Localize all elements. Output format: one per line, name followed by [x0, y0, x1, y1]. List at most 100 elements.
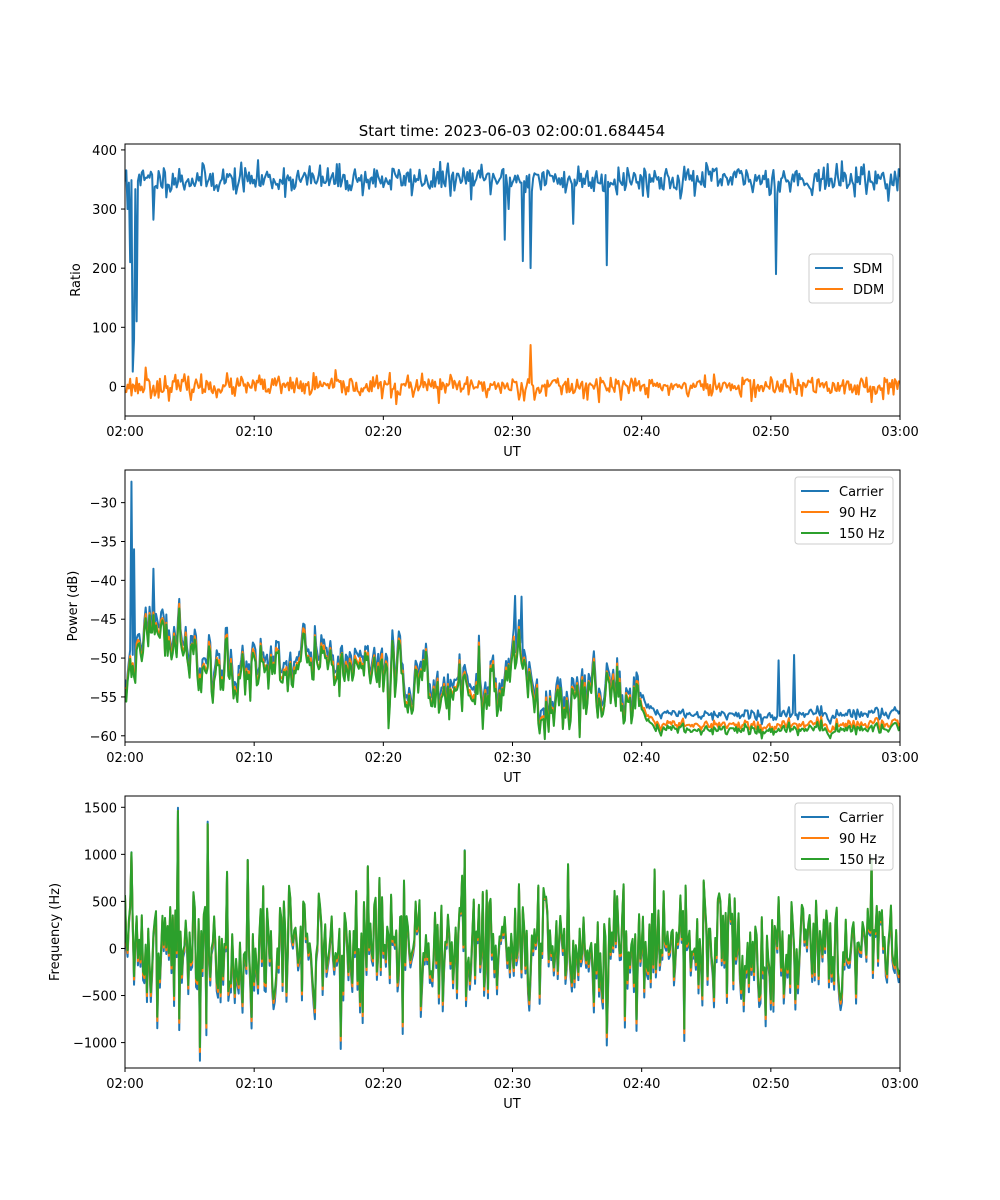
frequency-series-carrier	[125, 806, 900, 1062]
ratio-x-tick-label: 03:00	[881, 425, 918, 440]
power-legend: Carrier 90 Hz 150 Hz	[794, 476, 894, 545]
ratio-x-tick-label: 02:20	[365, 425, 402, 440]
power-y-tick-label: −35	[90, 535, 117, 550]
ratio-legend-item: SDM	[815, 262, 882, 277]
ratio-y-axis-label: Ratio	[69, 263, 84, 296]
frequency-x-tick-label: 02:00	[106, 1077, 143, 1092]
power-legend-item: 150 Hz	[801, 527, 885, 542]
power-x-tick: 02:10	[235, 742, 273, 766]
ratio-y-tick: 400	[92, 144, 125, 159]
power-y-tick: −45	[90, 613, 125, 628]
power-x-tick: 02:00	[106, 742, 144, 766]
power-x-tick-label: 02:10	[235, 751, 272, 766]
frequency-y-tick: 1500	[84, 801, 125, 816]
power-x-tick: 02:50	[752, 742, 790, 766]
frequency-legend-label: Carrier	[839, 811, 884, 826]
ratio-legend-box	[808, 253, 894, 304]
power-legend-box	[794, 476, 894, 545]
frequency-y-tick-label: 1000	[84, 848, 117, 863]
frequency-x-tick-label: 03:00	[881, 1077, 918, 1092]
ratio-x-tick: 02:00	[106, 416, 144, 440]
ratio-x-tick-label: 02:50	[752, 425, 789, 440]
frequency-legend-label: 150 Hz	[839, 853, 885, 868]
ratio-x-tick-label: 02:10	[235, 425, 272, 440]
frequency-y-tick: −1000	[73, 1037, 125, 1052]
frequency-y-tick-label: 0	[109, 942, 117, 957]
power-y-tick: −35	[90, 535, 125, 550]
frequency-legend: Carrier 90 Hz 150 Hz	[794, 802, 894, 871]
power-y-axis-label: Power (dB)	[66, 571, 81, 642]
frequency-series-layer	[125, 806, 900, 1062]
frequency-y-tick: 1000	[84, 848, 125, 863]
frequency-y-tick: 0	[109, 942, 125, 957]
power-panel: 02:00 02:10 02:20 02:30 02:40 02:50 03:00 −30 −3…	[66, 469, 919, 786]
power-x-tick: 02:30	[494, 742, 531, 766]
power-x-axis-label: UT	[503, 771, 521, 786]
ratio-y-tick-label: 400	[92, 144, 117, 159]
frequency-legend-item: 90 Hz	[801, 832, 876, 847]
frequency-x-tick-label: 02:30	[494, 1077, 531, 1092]
frequency-y-tick-label: −500	[81, 990, 117, 1005]
power-axes-frame	[124, 469, 901, 743]
frequency-x-tick: 02:30	[494, 1068, 531, 1092]
power-legend-label: Carrier	[839, 485, 884, 500]
figure-title: Start time: 2023-06-03 02:00:01.684454	[359, 122, 665, 140]
power-y-tick: −30	[90, 497, 125, 512]
power-y-tick: −40	[90, 574, 125, 589]
frequency-legend-item: Carrier	[801, 811, 884, 826]
ratio-panel: 02:00 02:10 02:20 02:30 02:40 02:50 03:00 0 100 2…	[69, 143, 919, 460]
frequency-y-axis-label: Frequency (Hz)	[48, 883, 63, 981]
power-y-tick-label: −60	[90, 730, 117, 745]
power-legend-item: Carrier	[801, 485, 884, 500]
power-x-tick-label: 02:00	[106, 751, 143, 766]
ratio-legend-item: DDM	[815, 283, 884, 298]
frequency-x-tick: 02:20	[365, 1068, 402, 1092]
power-legend-label: 90 Hz	[839, 506, 876, 521]
frequency-x-tick: 02:10	[235, 1068, 273, 1092]
power-x-tick: 02:20	[365, 742, 402, 766]
ratio-x-tick-label: 02:30	[494, 425, 531, 440]
power-series-layer	[125, 480, 900, 741]
ratio-x-tick-label: 02:00	[106, 425, 143, 440]
power-x-tick-label: 02:20	[365, 751, 402, 766]
power-ticks: 02:00 02:10 02:20 02:30 02:40 02:50 03:00 −30 −3…	[90, 497, 919, 766]
ratio-y-tick: 0	[109, 380, 125, 395]
frequency-panel: 02:00 02:10 02:20 02:30 02:40 02:50 03:00 1500 1…	[48, 795, 919, 1112]
power-series-150-hz	[125, 607, 900, 741]
frequency-x-tick: 02:00	[106, 1068, 144, 1092]
frequency-y-tick: −500	[81, 990, 125, 1005]
ratio-x-tick: 02:40	[623, 416, 660, 440]
ratio-legend-label: SDM	[853, 262, 882, 277]
frequency-y-tick-label: −1000	[73, 1037, 117, 1052]
ratio-y-tick-label: 200	[92, 262, 117, 277]
frequency-legend-box	[794, 802, 894, 871]
ratio-x-tick-label: 02:40	[623, 425, 660, 440]
power-x-tick: 03:00	[881, 742, 919, 766]
ratio-y-tick: 200	[92, 262, 125, 277]
ratio-x-tick: 02:20	[365, 416, 402, 440]
frequency-axes-frame	[124, 795, 901, 1069]
ratio-y-tick-label: 100	[92, 321, 117, 336]
power-y-tick-label: −40	[90, 574, 117, 589]
frequency-x-tick-label: 02:50	[752, 1077, 789, 1092]
frequency-y-tick: 500	[92, 895, 125, 910]
power-y-tick-label: −50	[90, 652, 117, 667]
power-legend-label: 150 Hz	[839, 527, 885, 542]
frequency-legend-label: 90 Hz	[839, 832, 876, 847]
frequency-x-axis-label: UT	[503, 1097, 521, 1112]
frequency-series-150-hz	[125, 810, 900, 1049]
ratio-series-sdm	[125, 159, 900, 373]
ratio-y-tick: 100	[92, 321, 125, 336]
frequency-x-tick-label: 02:40	[623, 1077, 660, 1092]
ratio-series-layer	[125, 159, 900, 406]
power-x-tick: 02:40	[623, 742, 660, 766]
ratio-series-ddm	[125, 344, 900, 406]
ratio-y-tick-label: 0	[109, 380, 117, 395]
ratio-y-tick-label: 300	[92, 203, 117, 218]
power-x-tick-label: 02:40	[623, 751, 660, 766]
frequency-y-tick-label: 500	[92, 895, 117, 910]
power-y-tick: −50	[90, 652, 125, 667]
ratio-y-tick: 300	[92, 203, 125, 218]
power-y-tick: −55	[90, 691, 125, 706]
